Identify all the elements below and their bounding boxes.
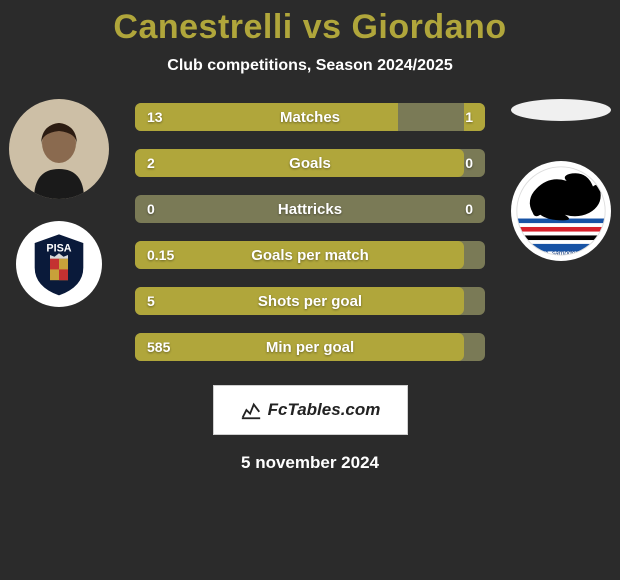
bar-value-left: 5 — [135, 287, 167, 315]
bar-row: Goals2 0 — [135, 149, 485, 177]
bar-row: Min per goal585 — [135, 333, 485, 361]
bar-value-left: 0 — [135, 195, 167, 223]
subtitle: Club competitions, Season 2024/2025 — [0, 57, 620, 75]
page-title: Canestrelli vs Giordano — [0, 0, 620, 47]
right-club-badge: u.c. sampdoria — [511, 161, 611, 261]
title-left-name: Canestrelli — [113, 8, 292, 46]
bar-label: Shots per goal — [135, 287, 485, 315]
bar-value-right: 0 — [453, 149, 485, 177]
fctables-text: FcTables.com — [268, 400, 381, 420]
bar-value-left: 2 — [135, 149, 167, 177]
bar-label: Hattricks — [135, 195, 485, 223]
bar-row: Shots per goal5 — [135, 287, 485, 315]
right-club-label: u.c. sampdoria — [539, 250, 582, 257]
right-club-logo: u.c. sampdoria — [514, 164, 608, 258]
bar-value-left: 0.15 — [135, 241, 186, 269]
bar-row: Goals per match0.15 — [135, 241, 485, 269]
left-club-logo: PISA — [23, 228, 95, 300]
title-vs: vs — [303, 8, 342, 46]
bar-value-right: 0 — [453, 195, 485, 223]
bar-value-left: 585 — [135, 333, 182, 361]
bar-value-left: 13 — [135, 103, 175, 131]
left-club-label: PISA — [46, 242, 71, 254]
left-player-column: PISA — [4, 99, 114, 307]
fctables-icon — [240, 399, 262, 421]
fctables-badge: FcTables.com — [213, 385, 408, 435]
bar-label: Goals per match — [135, 241, 485, 269]
bar-row: Matches13 1 — [135, 103, 485, 131]
date-line: 5 november 2024 — [0, 453, 620, 473]
bar-row: Hattricks0 0 — [135, 195, 485, 223]
bar-label: Goals — [135, 149, 485, 177]
right-player-avatar — [511, 99, 611, 121]
left-club-badge: PISA — [16, 221, 102, 307]
bar-label: Matches — [135, 103, 485, 131]
left-player-silhouette — [24, 119, 94, 199]
title-right-name: Giordano — [351, 8, 506, 46]
left-player-avatar — [9, 99, 109, 199]
comparison-bars: Matches131Goals20Hattricks00Goals per ma… — [135, 99, 485, 361]
bar-value-right: 1 — [453, 103, 485, 131]
bar-label: Min per goal — [135, 333, 485, 361]
comparison-content: PISA — [0, 99, 620, 473]
right-player-column: u.c. sampdoria — [506, 99, 616, 261]
